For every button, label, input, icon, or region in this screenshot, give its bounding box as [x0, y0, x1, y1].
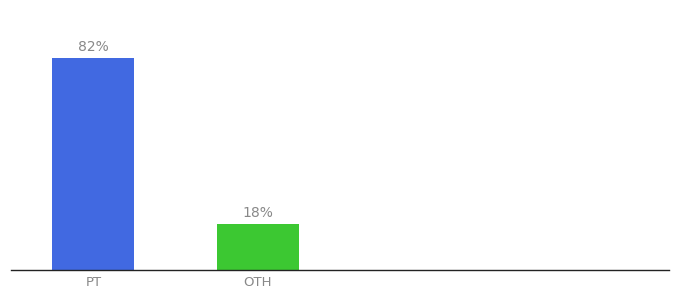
Bar	[217, 224, 299, 270]
Bar	[52, 58, 135, 270]
Text: 18%: 18%	[242, 206, 273, 220]
Text: 82%: 82%	[78, 40, 109, 54]
